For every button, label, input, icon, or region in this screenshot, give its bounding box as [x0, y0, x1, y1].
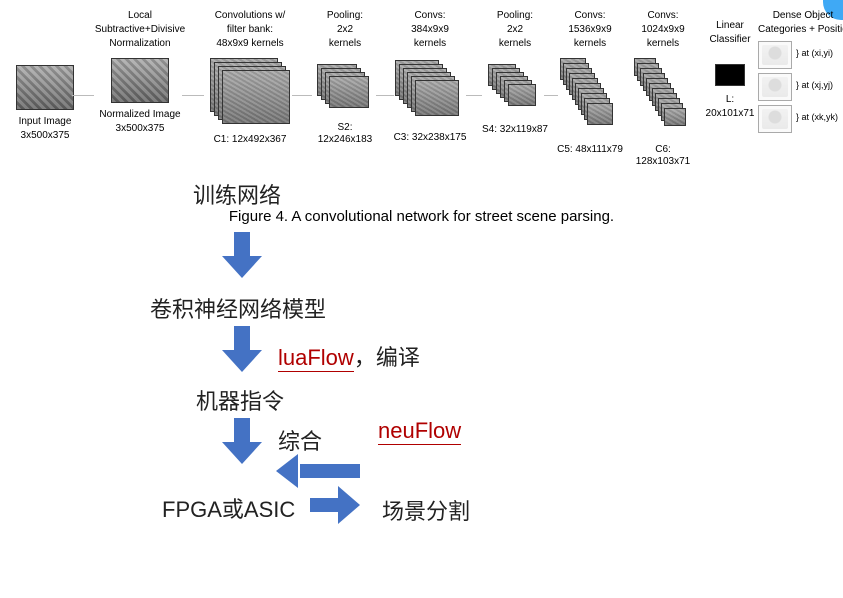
lin-l1: Linear: [700, 20, 760, 32]
arrow-left-neuflow: [276, 454, 360, 488]
c3-l2: 384x9x9: [390, 24, 470, 36]
connector: [292, 95, 312, 96]
input-image-box: [16, 65, 74, 110]
c6-stack: [634, 58, 692, 138]
stage-dense: Dense Object Categories + Positions } at…: [758, 10, 843, 136]
stage-c5: Convs: 1536x9x9 kernels C5: 48x111x79: [555, 10, 625, 156]
lin-dims: 20x101x71: [700, 108, 760, 120]
s2-sub: S2: 12x246x183: [310, 122, 380, 146]
label-fpga: FPGA或ASIC: [162, 492, 295, 524]
s4-stack: [488, 64, 542, 114]
s4-sub: S4: 32x119x87: [480, 124, 550, 136]
norm-dims: 3x500x375: [90, 123, 190, 135]
s2-l3: kernels: [310, 38, 380, 50]
c5-stack: [560, 58, 620, 138]
figure-caption: Figure 4. A convolutional network for st…: [0, 208, 843, 225]
c1-stack: [210, 58, 290, 128]
c6-sub: C6: 128x103x71: [628, 144, 698, 168]
s2-l1: Pooling:: [310, 10, 380, 22]
c6-l1: Convs:: [628, 10, 698, 22]
lin-l2: Classifier: [700, 34, 760, 46]
stage-c3: Convs: 384x9x9 kernels C3: 32x238x175: [390, 10, 470, 144]
s4-l2: 2x2: [480, 24, 550, 36]
connector: [182, 95, 204, 96]
label-scene: 场景分割: [382, 494, 470, 526]
connector: [72, 95, 94, 96]
c5-l1: Convs:: [555, 10, 625, 22]
label-train: 训练网络: [193, 178, 281, 210]
stage-c1: Convolutions w/ filter bank: 48x9x9 kern…: [200, 10, 300, 146]
stage-s4: Pooling: 2x2 kernels S4: 32x119x87: [480, 10, 550, 136]
stage-linear: Linear Classifier L: 20x101x71: [700, 20, 760, 120]
input-sub-label: Input Image: [10, 116, 80, 128]
c5-l3: kernels: [555, 38, 625, 50]
c6-l3: kernels: [628, 38, 698, 50]
linear-box: [715, 64, 745, 86]
arrow-down-3: [222, 418, 262, 466]
c1-l1: Convolutions w/: [200, 10, 300, 22]
norm-l2: Subtractive+Divisive: [90, 24, 190, 36]
compile-suffix: ，编译: [354, 345, 420, 370]
input-dims: 3x500x375: [10, 130, 80, 142]
arrow-down-1: [222, 232, 262, 280]
c3-l3: kernels: [390, 38, 470, 50]
cnn-architecture-diagram: Input Image 3x500x375 Local Subtractive+…: [10, 10, 833, 200]
connector: [544, 95, 558, 96]
c1-sub: C1: 12x492x367: [200, 134, 300, 146]
c6-l2: 1024x9x9: [628, 24, 698, 36]
dense-lbl-1: } at (xi,yi): [796, 48, 833, 59]
label-instr: 机器指令: [196, 384, 284, 416]
normalized-image-box: [111, 58, 169, 103]
s4-l1: Pooling:: [480, 10, 550, 22]
c3-l1: Convs:: [390, 10, 470, 22]
norm-l3: Normalization: [90, 38, 190, 50]
s4-l3: kernels: [480, 38, 550, 50]
c3-stack: [395, 60, 465, 126]
c1-l3: 48x9x9 kernels: [200, 38, 300, 50]
dense-box-2: [758, 73, 792, 101]
dense-box-1: [758, 41, 792, 69]
arrow-down-2: [222, 326, 262, 374]
dense-box-3: [758, 105, 792, 133]
c3-sub: C3: 32x238x175: [390, 132, 470, 144]
norm-sub: Normalized Image: [90, 109, 190, 121]
label-model: 卷积神经网络模型: [150, 292, 326, 324]
c5-sub: C5: 48x111x79: [555, 144, 625, 156]
label-synth: 综合: [278, 424, 322, 456]
label-neuflow: neuFlow: [378, 418, 461, 444]
lin-sub: L:: [700, 94, 760, 106]
stage-s2: Pooling: 2x2 kernels S2: 12x246x183: [310, 10, 380, 146]
label-luaflow-line: luaFlow，编译: [278, 340, 420, 372]
c5-l2: 1536x9x9: [555, 24, 625, 36]
luaflow-text: luaFlow: [278, 345, 354, 372]
stage-normalize: Local Subtractive+Divisive Normalization…: [90, 10, 190, 135]
connector: [466, 95, 482, 96]
dense-lbl-3: } at (xk,yk): [796, 112, 838, 123]
norm-l1: Local: [90, 10, 190, 22]
s2-stack: [317, 64, 373, 114]
s2-l2: 2x2: [310, 24, 380, 36]
arrow-right-scene: [310, 486, 364, 524]
neuflow-text: neuFlow: [378, 418, 461, 445]
dense-l1: Dense Object: [758, 10, 843, 22]
dense-l2: Categories + Positions: [758, 24, 843, 36]
c1-l2: filter bank:: [200, 24, 300, 36]
dense-lbl-2: } at (xj,yj): [796, 80, 833, 91]
connector: [376, 95, 394, 96]
stage-c6: Convs: 1024x9x9 kernels C6: 128x103x71: [628, 10, 698, 168]
stage-input: Input Image 3x500x375: [10, 65, 80, 142]
